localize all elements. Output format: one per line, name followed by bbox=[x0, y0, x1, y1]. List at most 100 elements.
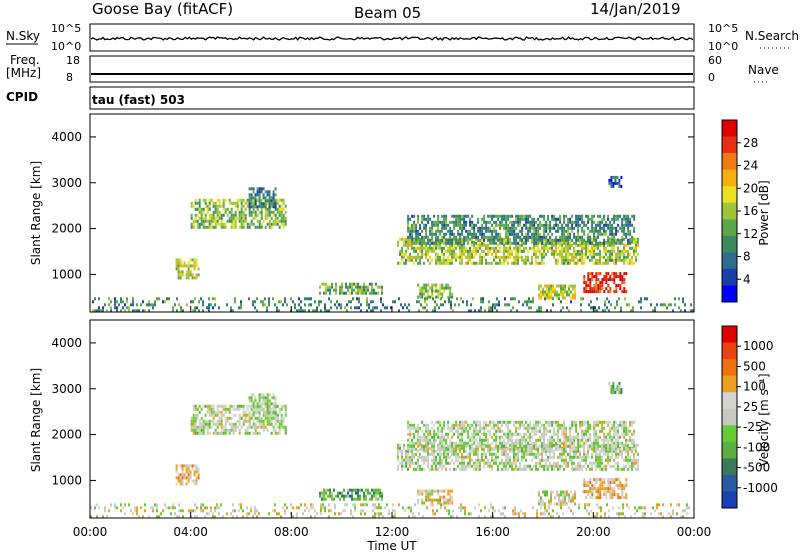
heatmap-cell bbox=[589, 446, 591, 450]
heatmap-cell bbox=[573, 455, 575, 459]
heatmap-cell bbox=[282, 213, 285, 217]
heatmap-cell bbox=[605, 229, 608, 233]
heatmap-cell bbox=[601, 487, 604, 491]
heatmap-cell bbox=[599, 458, 601, 462]
heatmap-cell bbox=[264, 425, 267, 429]
noise-tick-left-bottom: 10^0 bbox=[51, 40, 81, 53]
heatmap-cell bbox=[216, 413, 219, 417]
heatmap-cell bbox=[413, 241, 416, 245]
heatmap-cell bbox=[517, 261, 519, 265]
heatmap-cell bbox=[343, 488, 345, 492]
heatmap-cell bbox=[497, 232, 500, 236]
heatmap-cell bbox=[523, 223, 526, 227]
heatmap-cell bbox=[367, 288, 369, 292]
heatmap-cell bbox=[561, 243, 563, 247]
heatmap-cell bbox=[493, 447, 496, 451]
heatmap-cell bbox=[629, 217, 632, 221]
heatmap-cell bbox=[156, 515, 158, 519]
heatmap-cell bbox=[544, 493, 546, 497]
heatmap-cell bbox=[222, 225, 225, 229]
heatmap-cell bbox=[402, 306, 404, 310]
heatmap-cell bbox=[381, 494, 383, 498]
heatmap-cell bbox=[561, 464, 563, 468]
heatmap-cell bbox=[407, 235, 410, 239]
heatmap-cell bbox=[124, 303, 126, 307]
heatmap-cell bbox=[547, 223, 550, 227]
heatmap-cell bbox=[517, 438, 520, 442]
heatmap-cell bbox=[605, 249, 607, 253]
heatmap-cell bbox=[595, 281, 598, 285]
heatmap-cell bbox=[519, 438, 522, 442]
heatmap-cell bbox=[535, 241, 538, 245]
heatmap-cell bbox=[575, 435, 578, 439]
heatmap-cell bbox=[228, 416, 231, 420]
heatmap-cell bbox=[180, 306, 182, 310]
heatmap-cell bbox=[583, 246, 585, 250]
heatmap-cell bbox=[417, 455, 419, 459]
heatmap-cell bbox=[489, 420, 492, 424]
heatmap-cell bbox=[555, 461, 557, 465]
heatmap-cell bbox=[471, 243, 473, 247]
heatmap-cell bbox=[615, 420, 618, 424]
heatmap-cell bbox=[561, 255, 563, 259]
heatmap-cell bbox=[193, 261, 196, 265]
heatmap-cell bbox=[431, 229, 434, 233]
heatmap-cell bbox=[565, 255, 567, 259]
heatmap-cell bbox=[591, 487, 594, 491]
heatmap-cell bbox=[246, 222, 249, 226]
heatmap-cell bbox=[557, 258, 559, 262]
heatmap-cell bbox=[557, 423, 560, 427]
heatmap-cell bbox=[605, 241, 608, 245]
heatmap-cell bbox=[611, 278, 614, 282]
heatmap-cell bbox=[609, 446, 611, 450]
heatmap-cell bbox=[521, 238, 524, 242]
heatmap-cell bbox=[523, 438, 526, 442]
heatmap-cell bbox=[252, 201, 255, 205]
heatmap-cell bbox=[497, 223, 500, 227]
heatmap-cell bbox=[577, 249, 579, 253]
heatmap-cell bbox=[314, 300, 316, 304]
heatmap-cell bbox=[555, 261, 557, 265]
heatmap-cell bbox=[490, 306, 492, 310]
heatmap-cell bbox=[542, 287, 544, 291]
heatmap-cell bbox=[248, 210, 251, 214]
heatmap-cell bbox=[607, 249, 609, 253]
heatmap-cell bbox=[521, 232, 524, 236]
heatmap-cell bbox=[527, 452, 529, 456]
heatmap-cell bbox=[559, 249, 561, 253]
heatmap-cell bbox=[190, 201, 193, 205]
heatmap-cell bbox=[513, 452, 515, 456]
heatmap-cell bbox=[567, 220, 570, 224]
heatmap-cell bbox=[453, 235, 456, 239]
heatmap-cell bbox=[268, 411, 271, 415]
heatmap-cell bbox=[455, 217, 458, 221]
heatmap-cell bbox=[421, 467, 423, 471]
heatmap-cell bbox=[238, 422, 241, 426]
heatmap-cell bbox=[620, 175, 623, 179]
heatmap-cell bbox=[483, 423, 486, 427]
heatmap-cell bbox=[192, 413, 195, 417]
heatmap-cell bbox=[254, 196, 257, 200]
heatmap-cell bbox=[493, 238, 496, 242]
heatmap-cell bbox=[266, 222, 269, 226]
heatmap-cell bbox=[603, 438, 606, 442]
heatmap-cell bbox=[595, 455, 597, 459]
heatmap-cell bbox=[557, 241, 560, 245]
heatmap-cell bbox=[198, 422, 201, 426]
heatmap-cell bbox=[323, 494, 325, 498]
heatmap-cell bbox=[587, 240, 589, 244]
heatmap-cell bbox=[451, 229, 454, 233]
heatmap-cell bbox=[597, 241, 600, 245]
heatmap-cell bbox=[596, 309, 598, 313]
heatmap-cell bbox=[603, 241, 606, 245]
heatmap-cell bbox=[564, 502, 566, 506]
heatmap-cell bbox=[635, 237, 637, 241]
heatmap-cell bbox=[678, 306, 680, 310]
heatmap-cell bbox=[549, 238, 552, 242]
heatmap-cell bbox=[611, 246, 613, 250]
heatmap-cell bbox=[427, 438, 430, 442]
heatmap-cell bbox=[513, 447, 516, 451]
heatmap-cell bbox=[250, 196, 253, 200]
heatmap-cell bbox=[528, 297, 530, 301]
heatmap-cell bbox=[435, 238, 438, 242]
